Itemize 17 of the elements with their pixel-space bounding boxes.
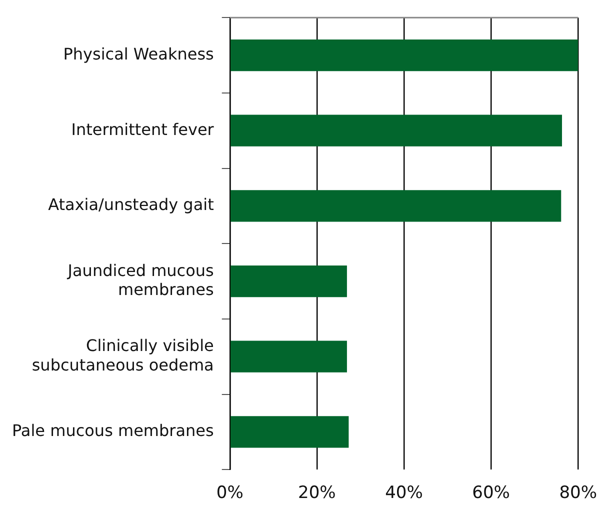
y-tick-label: Physical Weakness (63, 44, 214, 64)
y-tick-label: Ataxia/unsteady gait (48, 195, 214, 214)
x-tick-label: 80% (559, 483, 598, 504)
bar (230, 39, 578, 72)
bar (230, 114, 562, 146)
x-tick-label: 0% (216, 483, 244, 504)
bar (230, 416, 349, 448)
x-tick-label: 60% (472, 483, 510, 504)
bar (230, 340, 347, 372)
y-tick-label: Clinically visible subcutaneous oedema (32, 336, 214, 374)
bar (230, 265, 347, 298)
y-tick-label: Pale mucous membranes (12, 421, 214, 440)
x-tick-label: 20% (298, 483, 336, 504)
x-tick-label: 40% (385, 483, 423, 504)
y-tick-label: Jaundiced mucous membranes (66, 260, 214, 300)
y-tick-label: Intermittent fever (71, 120, 214, 139)
bar (230, 190, 562, 222)
